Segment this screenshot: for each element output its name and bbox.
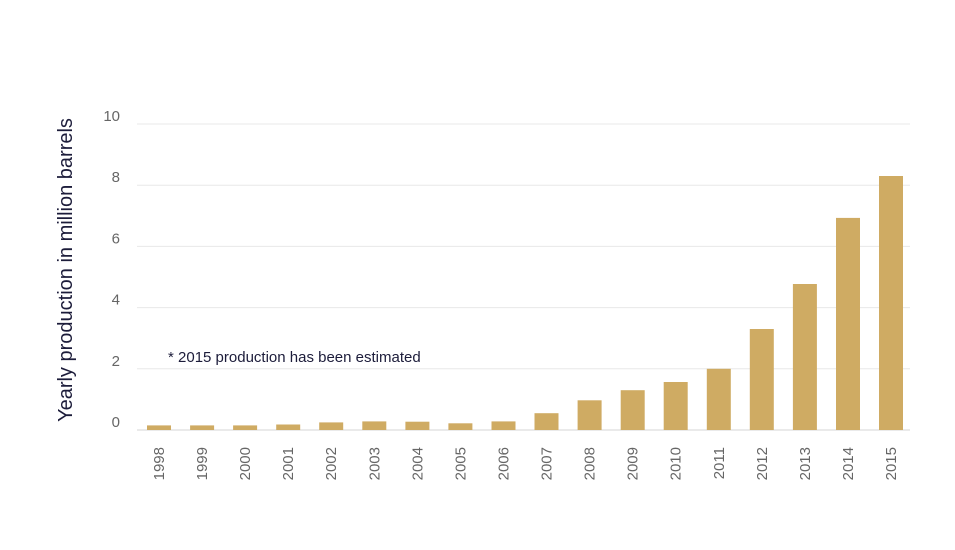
bar-2004: [405, 421, 430, 430]
bar-2011: [706, 368, 731, 430]
bar-2009: [620, 390, 645, 430]
x-tick-label: 2005: [452, 447, 469, 480]
x-tick-label: 2009: [625, 447, 642, 480]
y-tick-label: 8: [112, 169, 120, 186]
x-tick-label: 2006: [495, 447, 512, 480]
y-tick-label: 2: [112, 353, 120, 370]
x-tick-label: 2015: [883, 447, 900, 480]
bar-2000: [233, 425, 258, 430]
y-tick-label: 6: [112, 230, 120, 247]
y-tick-label: 0: [112, 414, 120, 431]
x-tick-label: 1998: [151, 447, 168, 480]
gridlines: [137, 123, 910, 431]
bar-2015: [879, 176, 903, 430]
x-tick-label: 2011: [711, 447, 728, 479]
bar-2013: [792, 284, 817, 430]
y-tick-label: 10: [103, 108, 120, 125]
bar-2014: [836, 217, 860, 430]
bar-2002: [319, 422, 344, 430]
y-axis-ticks: 0 2 4 6 8 10: [103, 108, 120, 431]
x-tick-label: 2002: [323, 447, 340, 480]
x-tick-label: 2014: [840, 447, 857, 480]
x-tick-label: 2010: [668, 447, 685, 480]
estimate-note: * 2015 production has been estimated: [168, 349, 421, 366]
x-tick-label: 2007: [539, 447, 556, 480]
bar-2005: [448, 423, 473, 430]
bar-2003: [362, 421, 387, 430]
bar-1999: [190, 425, 215, 430]
x-tick-label: 2012: [754, 447, 771, 480]
bar-1998: [147, 425, 171, 430]
x-tick-label: 1999: [194, 447, 211, 480]
x-tick-label: 2001: [280, 447, 297, 480]
bars: [147, 176, 903, 430]
bar-2006: [491, 421, 516, 430]
x-tick-label: 2008: [582, 447, 599, 480]
x-tick-label: 2003: [366, 447, 383, 480]
x-axis-ticks: 1998 1999 2000 2001 2002 2003 2004 2005 2006 2007…: [151, 447, 900, 480]
x-tick-label: 2013: [797, 447, 814, 480]
bar-2001: [276, 424, 301, 430]
x-tick-label: 2004: [409, 447, 426, 480]
y-tick-label: 4: [112, 292, 120, 309]
bar-2007: [534, 413, 559, 430]
y-axis-label: Yearly production in million barrels: [55, 118, 77, 422]
bar-2008: [577, 400, 602, 430]
x-tick-label: 2000: [237, 447, 254, 480]
bar-2010: [663, 382, 688, 430]
bar-2012: [749, 329, 774, 430]
